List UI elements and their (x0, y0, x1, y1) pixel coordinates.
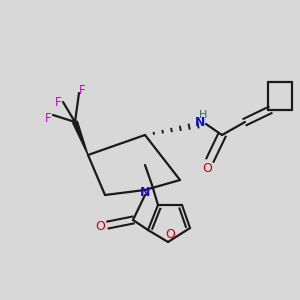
Text: F: F (45, 112, 51, 124)
Text: O: O (95, 220, 105, 233)
Text: F: F (55, 95, 61, 109)
Text: H: H (199, 110, 207, 120)
Text: O: O (165, 227, 175, 241)
Polygon shape (73, 121, 88, 155)
Text: N: N (195, 116, 205, 130)
Text: N: N (140, 187, 150, 200)
Text: F: F (79, 83, 85, 97)
Text: O: O (202, 161, 212, 175)
